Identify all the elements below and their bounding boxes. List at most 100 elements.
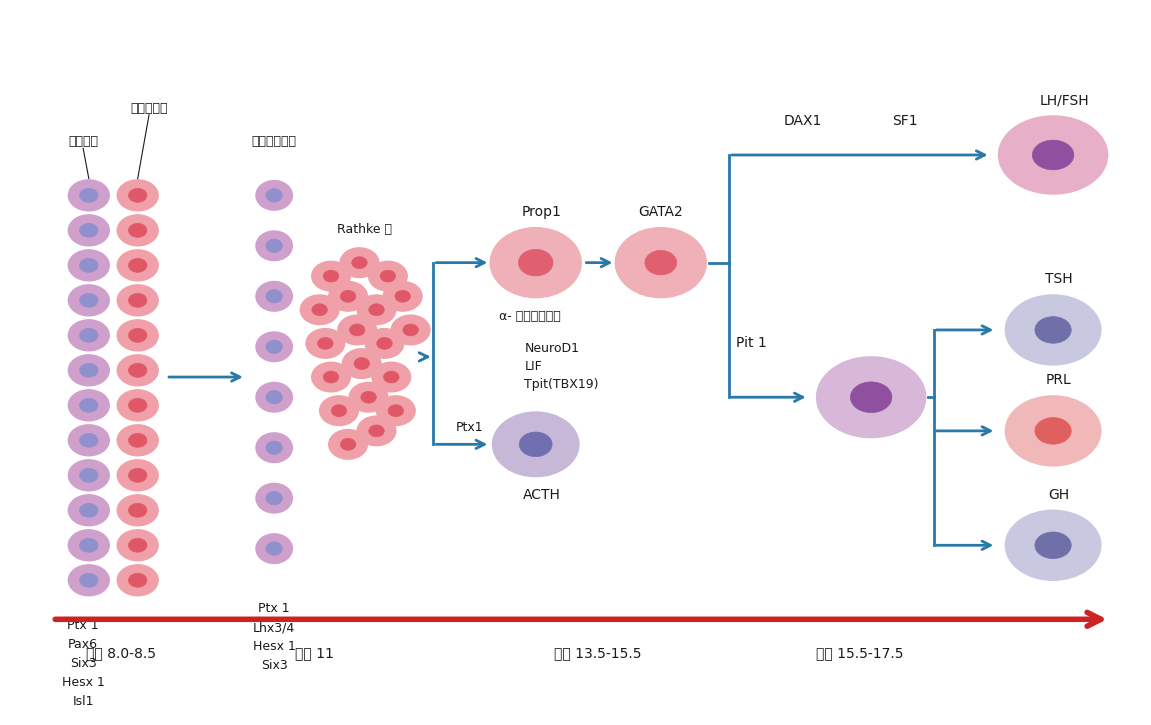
Text: 腹側視床下部: 腹側視床下部 — [252, 136, 297, 148]
Ellipse shape — [395, 291, 411, 302]
Ellipse shape — [129, 223, 147, 237]
Ellipse shape — [341, 291, 356, 302]
Ellipse shape — [68, 530, 109, 560]
Ellipse shape — [391, 315, 430, 345]
Ellipse shape — [1005, 510, 1100, 580]
Ellipse shape — [266, 391, 282, 404]
Ellipse shape — [68, 425, 109, 456]
Ellipse shape — [117, 425, 158, 456]
Ellipse shape — [79, 468, 98, 482]
Text: Ptx 1
Pax6
Six3
Hesx 1
Isl1: Ptx 1 Pax6 Six3 Hesx 1 Isl1 — [62, 618, 105, 708]
Ellipse shape — [1035, 317, 1072, 343]
Text: LH/FSH: LH/FSH — [1039, 94, 1089, 108]
Ellipse shape — [266, 289, 282, 303]
Text: 口腔外胚葉: 口腔外胚葉 — [130, 102, 168, 115]
Text: NeuroD1
LIF
Tpit(TBX19): NeuroD1 LIF Tpit(TBX19) — [525, 341, 599, 391]
Text: DAX1: DAX1 — [784, 114, 822, 128]
Ellipse shape — [266, 239, 282, 252]
Ellipse shape — [266, 188, 282, 202]
Ellipse shape — [1005, 396, 1100, 466]
Text: 神経上皮: 神経上皮 — [68, 136, 98, 148]
Ellipse shape — [129, 294, 147, 307]
Ellipse shape — [999, 116, 1107, 194]
Ellipse shape — [266, 542, 282, 555]
Ellipse shape — [68, 355, 109, 386]
Ellipse shape — [380, 270, 396, 282]
Ellipse shape — [518, 249, 552, 276]
Text: PRL: PRL — [1046, 373, 1072, 387]
Ellipse shape — [1035, 418, 1072, 444]
Ellipse shape — [340, 248, 379, 278]
Ellipse shape — [357, 416, 396, 446]
Ellipse shape — [376, 337, 392, 349]
Ellipse shape — [129, 363, 147, 377]
Ellipse shape — [117, 215, 158, 246]
Ellipse shape — [117, 285, 158, 316]
Ellipse shape — [79, 188, 98, 202]
Ellipse shape — [312, 304, 327, 315]
Ellipse shape — [306, 328, 344, 358]
Ellipse shape — [376, 396, 416, 426]
Ellipse shape — [79, 294, 98, 307]
Ellipse shape — [323, 270, 338, 282]
Ellipse shape — [493, 412, 579, 476]
Ellipse shape — [68, 494, 109, 526]
Ellipse shape — [519, 432, 552, 457]
Text: Pit 1: Pit 1 — [737, 336, 767, 350]
Ellipse shape — [851, 382, 892, 413]
Ellipse shape — [129, 398, 147, 413]
Ellipse shape — [266, 492, 282, 505]
Ellipse shape — [372, 362, 411, 392]
Text: Ptx 1
Lhx3/4
Hesx 1
Six3: Ptx 1 Lhx3/4 Hesx 1 Six3 — [253, 602, 296, 673]
Ellipse shape — [490, 228, 581, 298]
Ellipse shape — [357, 295, 396, 325]
Ellipse shape — [365, 328, 404, 358]
Ellipse shape — [352, 257, 367, 268]
Ellipse shape — [256, 181, 292, 210]
Text: SF1: SF1 — [892, 114, 918, 128]
Text: 胎生 8.0-8.5: 胎生 8.0-8.5 — [85, 646, 155, 660]
Ellipse shape — [329, 429, 367, 459]
Ellipse shape — [129, 258, 147, 273]
Text: GATA2: GATA2 — [639, 205, 684, 219]
Ellipse shape — [266, 441, 282, 455]
Text: TSH: TSH — [1045, 272, 1073, 286]
Text: GH: GH — [1049, 487, 1069, 502]
Ellipse shape — [68, 180, 109, 211]
Ellipse shape — [342, 349, 381, 378]
Text: 胎生 13.5-15.5: 胎生 13.5-15.5 — [555, 646, 642, 660]
Ellipse shape — [117, 355, 158, 386]
Text: ACTH: ACTH — [523, 488, 561, 502]
Ellipse shape — [68, 460, 109, 491]
Ellipse shape — [79, 398, 98, 413]
Ellipse shape — [329, 281, 367, 311]
Ellipse shape — [368, 261, 407, 291]
Ellipse shape — [816, 357, 925, 438]
Ellipse shape — [256, 332, 292, 362]
Ellipse shape — [129, 468, 147, 482]
Ellipse shape — [117, 460, 158, 491]
Ellipse shape — [129, 573, 147, 587]
Ellipse shape — [117, 530, 158, 560]
Ellipse shape — [312, 362, 350, 392]
Ellipse shape — [129, 328, 147, 342]
Text: Rathke 囊: Rathke 囊 — [337, 223, 391, 236]
Ellipse shape — [79, 573, 98, 587]
Ellipse shape — [1005, 295, 1100, 365]
Ellipse shape — [79, 434, 98, 447]
Ellipse shape — [117, 250, 158, 281]
Ellipse shape — [331, 405, 346, 417]
Ellipse shape — [68, 320, 109, 351]
Ellipse shape — [256, 534, 292, 563]
Ellipse shape — [1035, 532, 1072, 558]
Ellipse shape — [256, 382, 292, 412]
Ellipse shape — [117, 180, 158, 211]
Ellipse shape — [368, 304, 384, 315]
Ellipse shape — [79, 223, 98, 237]
Ellipse shape — [117, 390, 158, 420]
Text: 胎生 15.5-17.5: 胎生 15.5-17.5 — [816, 646, 904, 660]
Ellipse shape — [266, 340, 282, 353]
Ellipse shape — [68, 250, 109, 281]
Ellipse shape — [355, 357, 369, 370]
Ellipse shape — [68, 285, 109, 316]
